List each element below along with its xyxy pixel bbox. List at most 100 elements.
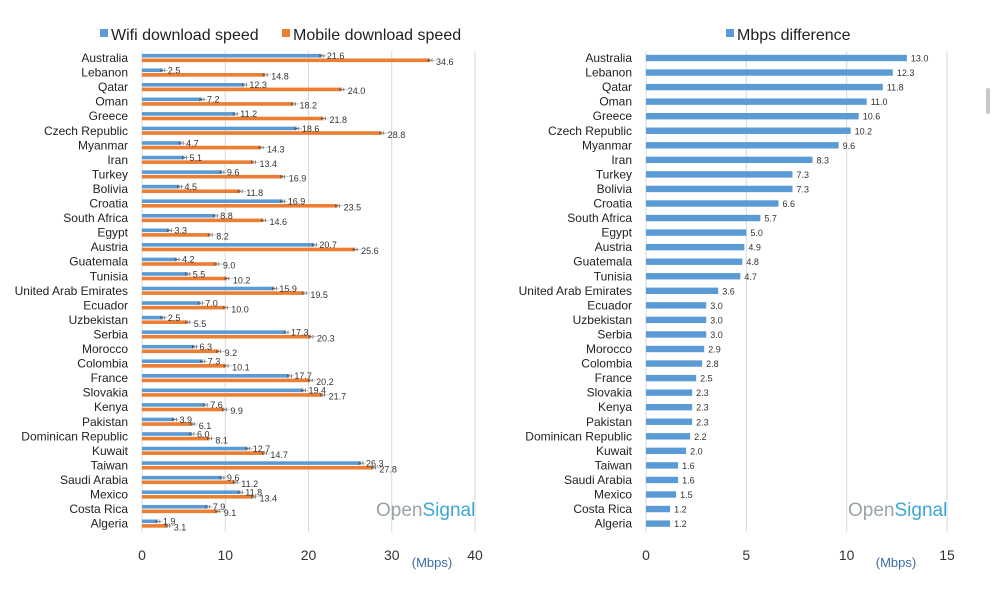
opensignal-logo-signal: Signal — [422, 500, 475, 521]
bar-mobile — [142, 131, 382, 135]
bar-mobile — [142, 378, 311, 383]
data-label-wifi: 7.0 — [205, 298, 218, 308]
bar-difference — [646, 476, 679, 484]
category-label: United Arab Emirates — [519, 284, 632, 298]
bar-difference — [646, 360, 703, 367]
bar-wifi — [142, 461, 361, 465]
bar-wifi — [142, 155, 185, 160]
bar-difference — [646, 345, 705, 353]
category-label: Iran — [107, 153, 128, 167]
category-label: Myanmar — [582, 138, 632, 152]
bar-wifi — [142, 243, 315, 247]
category-label: Slovakia — [587, 386, 633, 400]
bar-wifi — [142, 257, 177, 262]
bar-difference — [646, 98, 867, 105]
category-label: Bolivia — [597, 182, 633, 196]
data-label-wifi: 17.3 — [291, 327, 309, 337]
category-label: Algeria — [595, 517, 633, 531]
x-axis-unit: (Mbps) — [412, 555, 452, 570]
category-label: Australia — [585, 51, 632, 65]
category-label: United Arab Emirates — [15, 284, 128, 298]
bar-mobile — [142, 58, 431, 63]
bar-difference — [646, 171, 793, 178]
category-label: Bolivia — [93, 182, 129, 196]
category-label: Tunisia — [594, 269, 633, 283]
data-label-wifi: 12.3 — [249, 80, 267, 90]
opensignal-logo: OpenSignal — [848, 500, 947, 521]
category-label: Uzbekistan — [573, 313, 632, 327]
bar-wifi — [142, 126, 297, 131]
data-label-wifi: 4.5 — [184, 182, 197, 192]
data-label-mobile: 18.2 — [300, 101, 318, 111]
scrollbar-thumb[interactable] — [986, 88, 990, 114]
bar-wifi — [142, 213, 216, 218]
bar-mobile — [142, 364, 227, 368]
category-label: Guatemala — [573, 255, 632, 269]
bar-difference — [646, 258, 743, 265]
category-label: Pakistan — [586, 415, 632, 429]
data-label-difference: 10.2 — [855, 126, 873, 136]
category-label: Slovakia — [83, 386, 129, 400]
category-label: Guatemala — [69, 255, 128, 269]
data-label-mobile: 10.2 — [233, 275, 251, 285]
bar-wifi — [142, 83, 245, 87]
data-label-difference: 7.3 — [796, 184, 809, 194]
legend-swatch-wifi — [100, 29, 108, 37]
data-label-wifi: 26.3 — [366, 458, 384, 468]
bar-mobile — [142, 495, 254, 499]
data-label-difference: 6.6 — [782, 199, 795, 209]
category-label: Czech Republic — [548, 124, 632, 138]
data-label-wifi: 18.6 — [302, 124, 320, 134]
bar-difference — [646, 302, 707, 309]
bar-wifi — [142, 301, 201, 305]
data-label-mobile: 5.5 — [194, 319, 207, 329]
data-label-difference: 3.0 — [710, 330, 723, 340]
data-label-mobile: 20.2 — [316, 377, 334, 387]
bar-wifi — [142, 53, 322, 58]
category-label: Serbia — [597, 327, 632, 341]
x-tick-label: 0 — [642, 547, 650, 563]
category-label: Colombia — [77, 357, 128, 371]
category-label: Qatar — [98, 80, 128, 94]
x-tick-label: 10 — [217, 547, 233, 563]
bar-mobile — [142, 407, 225, 412]
data-label-wifi: 7.3 — [208, 357, 221, 367]
data-label-mobile: 9.1 — [224, 508, 237, 518]
data-label-wifi: 4.7 — [186, 138, 199, 148]
data-label-mobile: 9.0 — [223, 261, 236, 271]
category-label: Kuwait — [596, 444, 633, 458]
category-label: France — [91, 371, 129, 385]
legend-swatch-mobile — [282, 29, 290, 37]
bar-wifi — [142, 286, 275, 291]
category-label: Morocco — [586, 342, 632, 356]
x-tick-label: 40 — [467, 547, 483, 563]
data-label-wifi: 6.0 — [197, 429, 210, 439]
category-label: Dominican Republic — [21, 429, 128, 443]
bar-mobile — [142, 174, 283, 179]
data-label-difference: 12.3 — [897, 68, 915, 78]
data-label-difference: 2.3 — [696, 388, 709, 398]
bar-wifi — [142, 68, 163, 73]
data-label-difference: 2.3 — [696, 403, 709, 413]
bar-mobile — [142, 393, 323, 397]
data-label-difference: 2.3 — [696, 417, 709, 427]
data-label-difference: 1.2 — [674, 505, 687, 515]
data-label-difference: 2.8 — [706, 359, 719, 369]
bar-difference — [646, 113, 859, 120]
bar-wifi — [142, 504, 208, 509]
category-label: Mexico — [594, 488, 632, 502]
bar-mobile — [142, 465, 374, 470]
category-label: Qatar — [602, 80, 632, 94]
bar-mobile — [142, 422, 193, 426]
data-label-wifi: 5.1 — [189, 153, 202, 163]
bar-mobile — [142, 247, 356, 252]
category-label: South Africa — [63, 211, 128, 225]
bar-mobile — [142, 160, 254, 164]
data-label-mobile: 11.2 — [241, 479, 258, 489]
data-label-wifi: 3.9 — [179, 415, 192, 425]
data-label-difference: 8.3 — [817, 155, 830, 165]
bar-mobile — [142, 233, 211, 237]
speed-comparison-chart: 0 10 20 30 40 (Mbps) Wifi download speed Mobile… — [15, 27, 483, 570]
opensignal-logo: OpenSignal — [376, 500, 475, 521]
